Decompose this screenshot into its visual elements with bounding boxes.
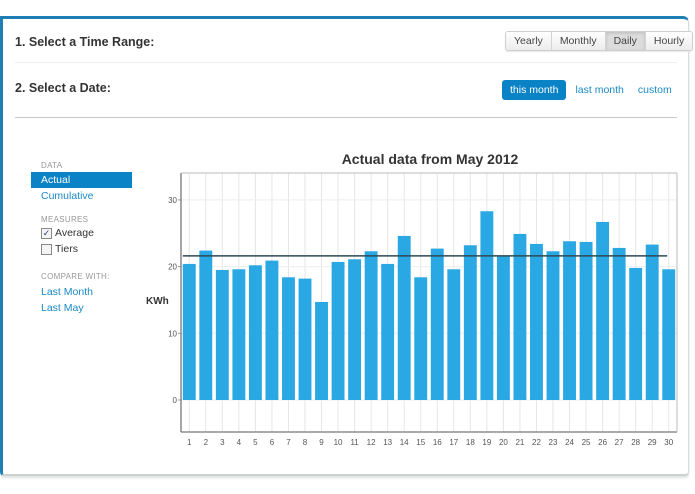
x-tick-label: 9	[319, 438, 324, 447]
bar	[199, 250, 213, 400]
bar	[248, 265, 262, 400]
bar	[348, 259, 362, 400]
chart-options-sidebar: DATA Actual Cumulative MEASURES ✓ Averag…	[31, 148, 132, 316]
bar	[430, 248, 444, 400]
custom-link[interactable]: custom	[637, 84, 672, 96]
divider	[15, 62, 677, 63]
x-tick-label: 18	[466, 438, 475, 447]
bar	[331, 261, 345, 400]
bar	[282, 277, 295, 400]
bar	[513, 233, 527, 400]
yearly-button[interactable]: Yearly	[506, 32, 551, 50]
x-tick-label: 8	[303, 438, 308, 447]
this-month-button[interactable]: this month	[502, 80, 567, 100]
average-checkbox[interactable]: ✓ Average	[41, 225, 132, 241]
tiers-label: Tiers	[55, 243, 78, 255]
bar	[265, 260, 279, 400]
bar	[315, 301, 328, 400]
data-cumulative-item[interactable]: Cumulative	[41, 190, 94, 202]
bar	[182, 263, 196, 400]
daily-button[interactable]: Daily	[604, 32, 645, 50]
bar	[463, 245, 477, 400]
x-tick-label: 2	[204, 438, 209, 447]
bar	[629, 267, 643, 400]
y-tick-label: 0	[173, 396, 178, 405]
measures-section-header: MEASURES	[41, 215, 89, 224]
x-tick-label: 27	[615, 438, 624, 447]
x-tick-label: 7	[286, 438, 291, 447]
bar	[232, 269, 246, 400]
bar	[546, 251, 560, 400]
average-label: Average	[55, 227, 94, 239]
y-tick-label: 10	[168, 329, 177, 338]
x-tick-label: 4	[237, 438, 242, 447]
bar	[662, 269, 676, 400]
time-range-button-group: Yearly Monthly Daily Hourly	[505, 31, 694, 51]
x-tick-label: 15	[416, 438, 425, 447]
x-tick-label: 28	[631, 438, 640, 447]
y-axis-label: KWh	[146, 296, 169, 307]
x-tick-label: 10	[334, 438, 343, 447]
chart-title: Actual data from May 2012	[341, 151, 519, 167]
x-tick-label: 22	[532, 438, 541, 447]
x-tick-label: 26	[598, 438, 607, 447]
bar	[480, 211, 494, 400]
x-tick-label: 16	[433, 438, 442, 447]
x-tick-label: 6	[270, 438, 275, 447]
x-tick-label: 19	[482, 438, 491, 447]
last-month-link[interactable]: last month	[575, 84, 624, 96]
bar	[447, 269, 461, 400]
x-tick-label: 12	[367, 438, 376, 447]
compare-last-may-link[interactable]: Last May	[41, 302, 84, 314]
bar	[579, 241, 593, 400]
tiers-checkbox[interactable]: Tiers	[41, 241, 132, 257]
compare-last-month-link[interactable]: Last Month	[41, 286, 93, 298]
x-tick-label: 5	[253, 438, 258, 447]
divider	[15, 117, 677, 118]
x-tick-label: 3	[220, 438, 225, 447]
checkbox-checked-icon: ✓	[41, 227, 52, 239]
bar	[397, 235, 411, 400]
x-tick-label: 11	[350, 438, 359, 447]
x-tick-label: 20	[499, 438, 508, 447]
bar	[645, 244, 659, 400]
bar	[496, 255, 510, 400]
date-selector: this month last month custom	[502, 80, 672, 100]
checkbox-unchecked-icon	[41, 243, 52, 255]
bar	[530, 243, 543, 400]
bar	[563, 241, 576, 400]
bar	[215, 269, 229, 400]
date-heading: 2. Select a Date:	[15, 81, 111, 95]
bar	[298, 278, 312, 400]
compare-section-header: COMPARE WITH:	[41, 272, 110, 281]
x-tick-label: 29	[648, 438, 657, 447]
data-actual-item[interactable]: Actual	[31, 172, 132, 188]
bar	[612, 247, 626, 400]
time-range-heading: 1. Select a Time Range:	[15, 35, 155, 49]
y-tick-label: 20	[168, 263, 177, 272]
x-tick-label: 25	[582, 438, 591, 447]
x-tick-label: 17	[449, 438, 458, 447]
bar	[414, 277, 428, 400]
bar	[596, 221, 610, 400]
x-tick-label: 13	[383, 438, 392, 447]
hourly-button[interactable]: Hourly	[644, 32, 693, 50]
x-tick-label: 14	[400, 438, 409, 447]
bar	[364, 251, 378, 400]
x-tick-label: 30	[664, 438, 673, 447]
x-tick-label: 1	[187, 438, 192, 447]
x-tick-label: 24	[565, 438, 574, 447]
y-tick-label: 30	[168, 196, 177, 205]
data-section-header: DATA	[41, 161, 63, 170]
bar	[381, 263, 395, 400]
monthly-button[interactable]: Monthly	[550, 32, 605, 50]
x-tick-label: 23	[549, 438, 558, 447]
x-tick-label: 21	[515, 438, 524, 447]
